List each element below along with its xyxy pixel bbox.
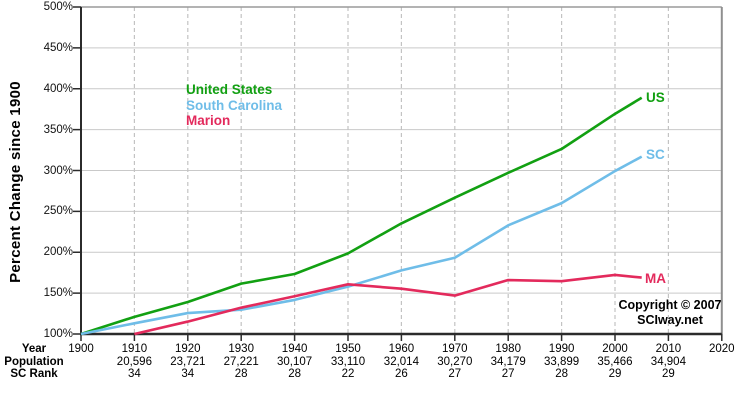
table-column-1900: 1900 <box>49 343 113 356</box>
table-column-2000: 2000 35,466 29 <box>583 343 647 381</box>
table-cell-population: 34,904 <box>650 355 686 368</box>
table-column-1990: 1990 33,899 28 <box>530 343 594 381</box>
y-tick-label: 350% <box>43 123 73 136</box>
table-column-2010: 2010 34,904 29 <box>636 343 700 381</box>
table-cell-population: 27,221 <box>223 355 259 368</box>
table-row-label: SC Rank <box>10 368 58 381</box>
table-cell-population: 30,270 <box>437 355 473 368</box>
table-cell-population: 30,107 <box>277 355 313 368</box>
table-cell-year: 1940 <box>281 343 308 355</box>
table-column-1960: 1960 32,014 26 <box>369 343 433 381</box>
table-column-1910: 1910 20,596 34 <box>102 343 166 381</box>
table-column-1930: 1930 27,221 28 <box>209 343 273 381</box>
table-row-labels: Year Population SC Rank <box>1 343 67 381</box>
table-column-2020: 2020 <box>690 343 750 356</box>
table-cell-rank: 28 <box>555 368 568 381</box>
sc-line <box>80 155 643 336</box>
table-cell-year: 2010 <box>655 343 682 355</box>
table-cell-year: 1950 <box>335 343 361 355</box>
table-cell-population: 23,721 <box>170 355 206 368</box>
table-cell-year: 1970 <box>442 343 468 355</box>
marion-line-label: MA <box>645 271 666 286</box>
y-tick-label: 100% <box>43 328 73 340</box>
copyright-site: SCIway.net <box>637 312 703 327</box>
table-cell-rank: 26 <box>394 368 408 381</box>
table-cell-rank: 27 <box>501 368 515 381</box>
us-line <box>80 96 643 336</box>
table-column-1920: 1920 23,721 34 <box>156 343 220 381</box>
table-cell-year: 1990 <box>548 343 575 355</box>
table-cell-year: 1930 <box>228 343 254 355</box>
table-column-1980: 1980 34,179 27 <box>476 343 540 381</box>
table-cell-year: 1920 <box>175 343 201 355</box>
table-cell-rank: 34 <box>127 368 141 381</box>
table-cell-rank: 29 <box>608 368 622 381</box>
table-cell-population: 35,466 <box>597 355 633 368</box>
table-cell-year: 1900 <box>68 343 94 355</box>
table-cell-rank: 28 <box>288 368 301 381</box>
table-cell-population: 32,014 <box>383 355 419 368</box>
y-axis-title: Percent Change since 1900 <box>7 81 24 283</box>
table-cell-rank: 28 <box>234 368 248 381</box>
legend-item-us: United States <box>186 82 273 97</box>
table-cell-population: 20,596 <box>116 355 152 368</box>
y-tick-label: 200% <box>43 246 73 259</box>
table-cell-population: 33,899 <box>544 355 580 368</box>
table-cell-rank: 27 <box>448 368 462 381</box>
table-cell-year: 2000 <box>602 343 628 355</box>
marion-line <box>134 273 642 336</box>
table-cell-year: 1960 <box>388 343 415 355</box>
y-tick-label: 500% <box>43 1 73 13</box>
table-row-label: Year <box>21 343 47 355</box>
y-tick-label: 400% <box>43 82 73 95</box>
y-tick-label: 300% <box>43 164 73 177</box>
y-tick-label: 450% <box>43 41 73 54</box>
copyright-line: Copyright © 2007 <box>618 298 722 312</box>
legend-item-sc: South Carolina <box>186 97 283 113</box>
table-cell-year: 2020 <box>709 343 735 355</box>
table-cell-year: 1980 <box>495 343 521 355</box>
table-column-1970: 1970 30,270 27 <box>423 343 487 381</box>
table-cell-population: 34,179 <box>490 355 526 368</box>
table-cell-year: 1910 <box>121 343 148 355</box>
y-tick-label: 250% <box>43 205 73 218</box>
table-cell-rank: 29 <box>661 368 675 381</box>
copyright-notice: Copyright © 2007 SCIway.net <box>596 298 744 327</box>
table-column-1940: 1940 30,107 28 <box>263 343 327 381</box>
chart-legend: United States South Carolina Marion <box>186 82 282 129</box>
us-line-label: US <box>646 90 665 105</box>
table-column-1950: 1950 33,110 22 <box>316 343 380 381</box>
table-cell-rank: 34 <box>181 368 195 381</box>
sc-line-label: SC <box>646 147 665 162</box>
table-row-label: Population <box>4 355 64 368</box>
table-cell-population: 33,110 <box>330 355 366 368</box>
table-cell-rank: 22 <box>341 368 355 381</box>
y-tick-label: 150% <box>43 287 73 300</box>
legend-item-marion: Marion <box>186 113 231 128</box>
